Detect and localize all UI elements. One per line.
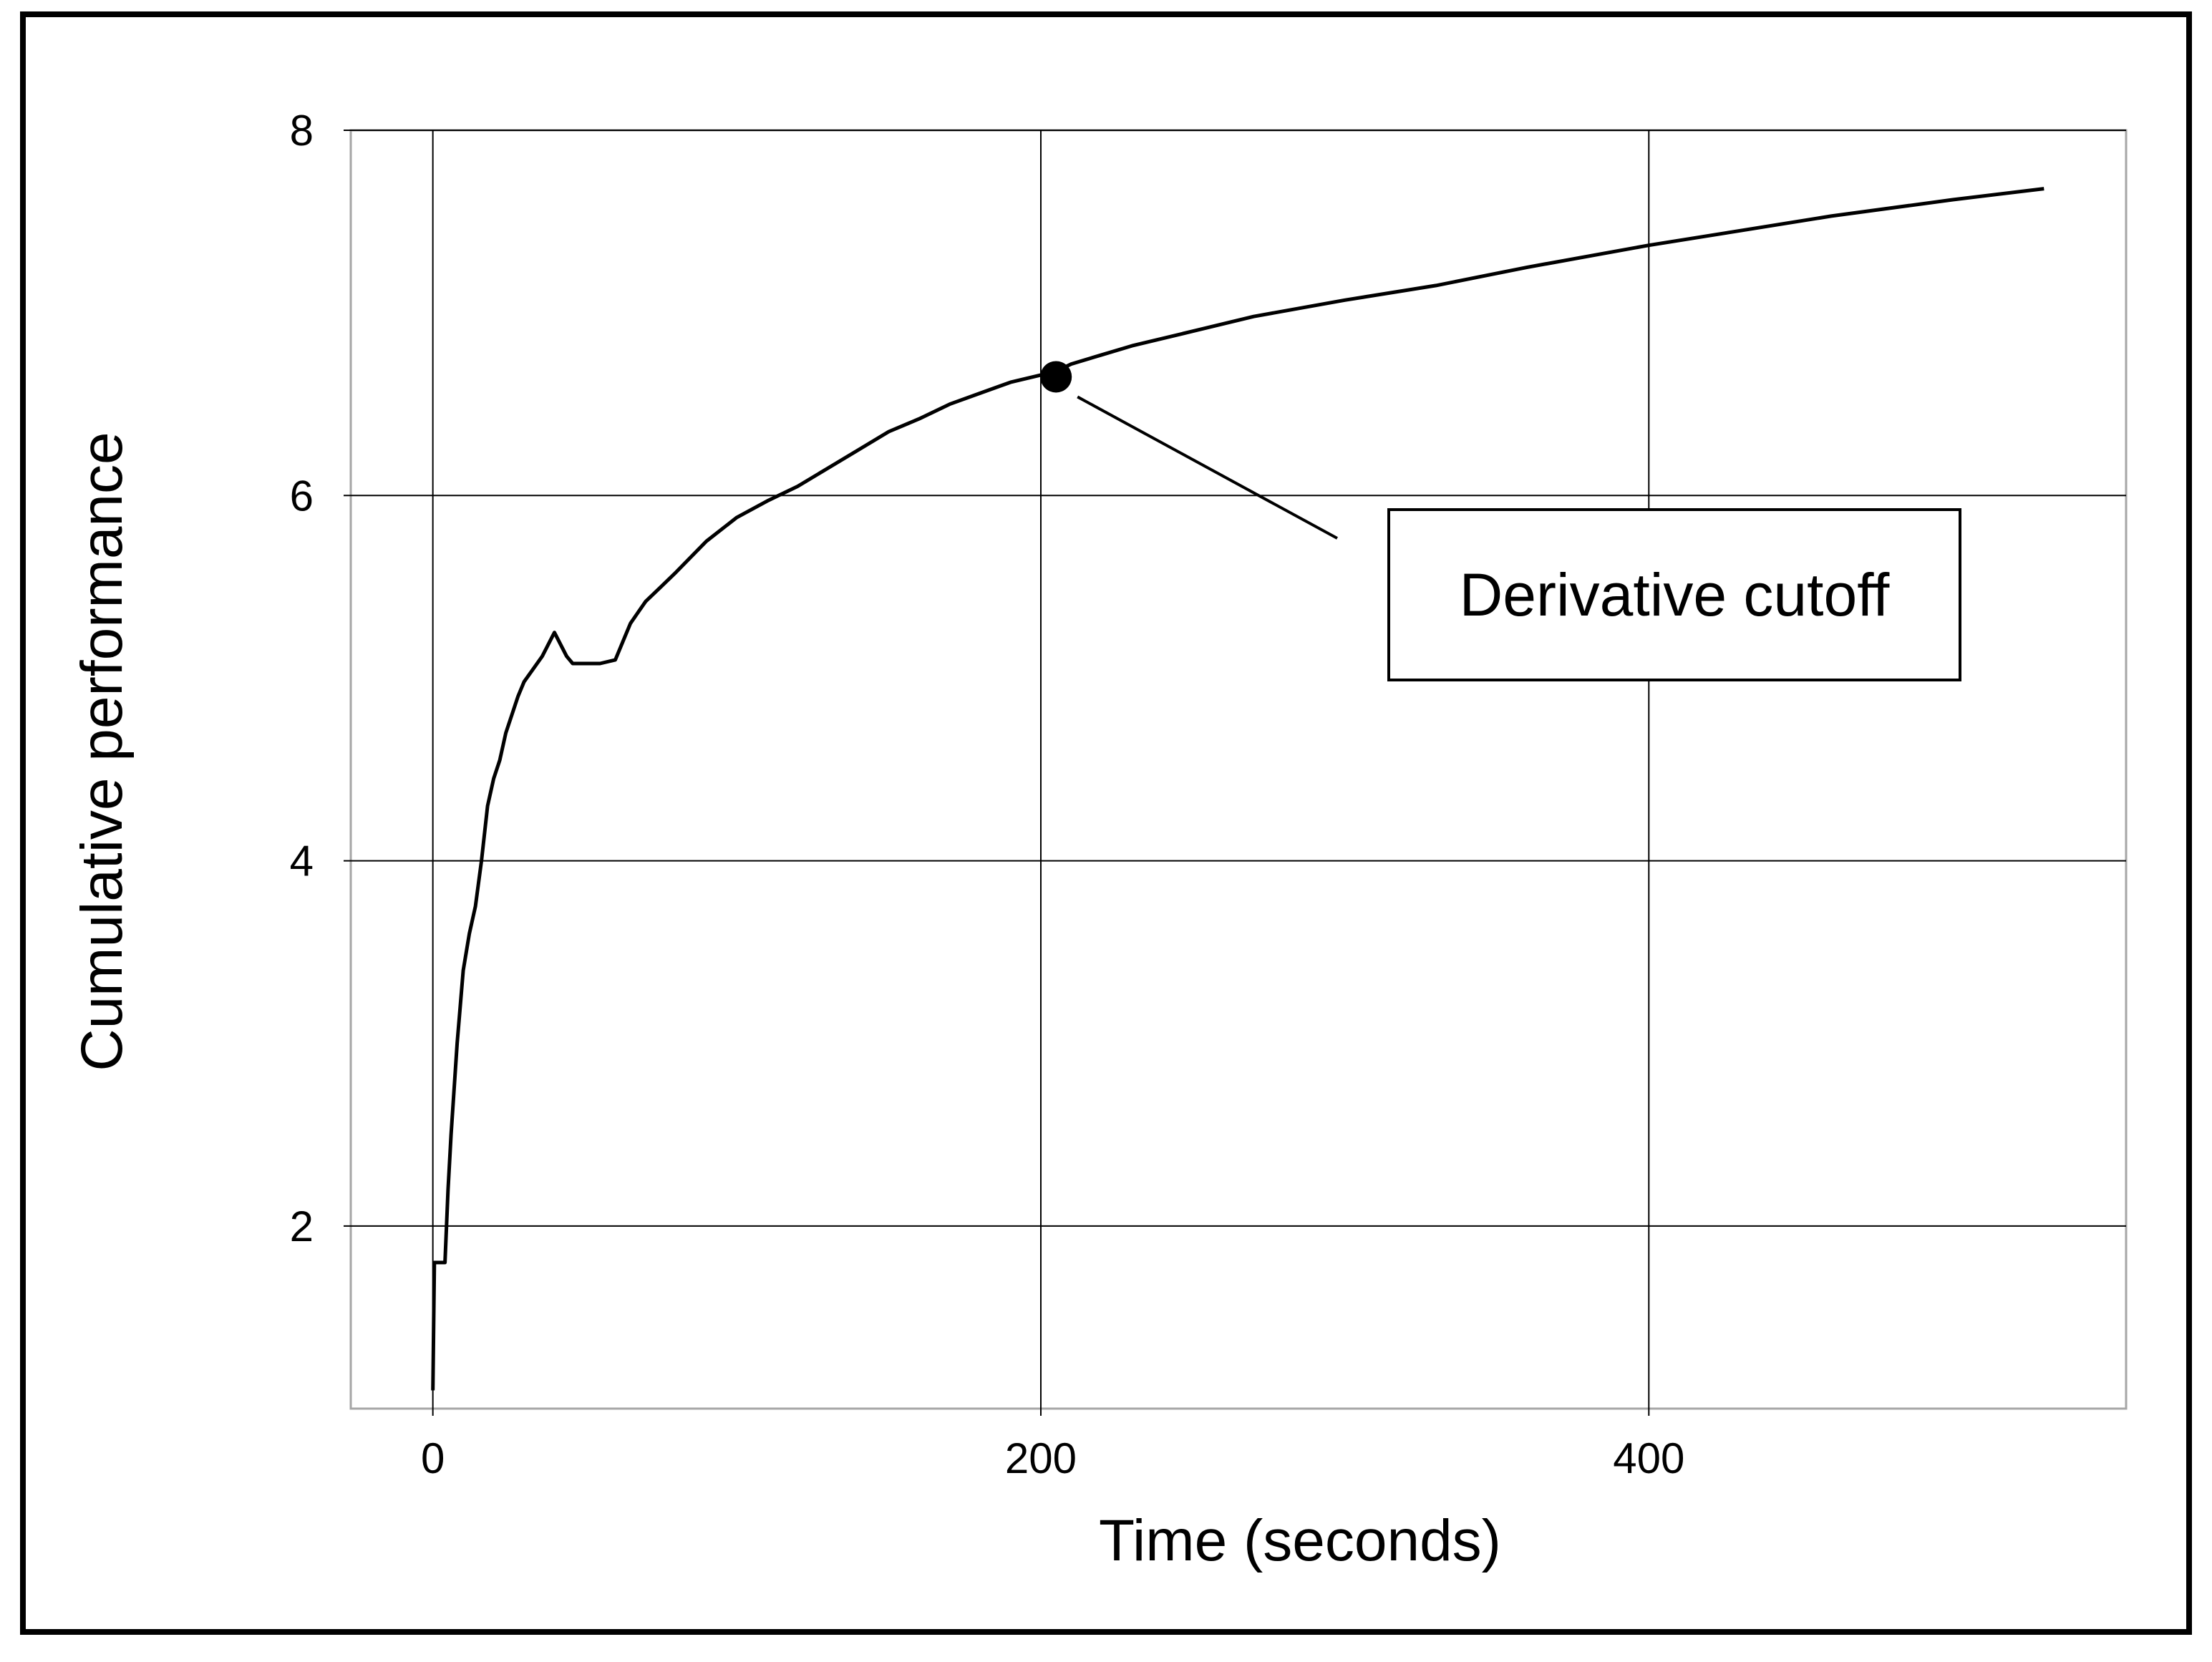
y-tick-label: 2: [290, 1202, 314, 1250]
x-tick-label: 200: [1005, 1434, 1077, 1482]
tick-labels: 0 200 400 2 4 6 8: [290, 107, 1685, 1482]
x-axis-title: Time (seconds): [1099, 1508, 1501, 1573]
y-tick-label: 6: [290, 472, 314, 520]
x-tick-label: 0: [421, 1434, 445, 1482]
series-line: [431, 187, 2044, 1391]
y-axis-title: Cumulative performance: [69, 432, 135, 1071]
annotation-label: Derivative cutoff: [1460, 561, 1890, 628]
annotation-leader-line: [1077, 395, 1338, 540]
annotation-box: [1387, 508, 1961, 681]
grid: [344, 130, 2126, 1416]
x-tick-label: 400: [1613, 1434, 1684, 1482]
cutoff-marker: [1040, 361, 1072, 393]
y-tick-label: 8: [290, 107, 314, 155]
plot-area: [349, 129, 2128, 1410]
y-tick-label: 4: [290, 837, 314, 885]
